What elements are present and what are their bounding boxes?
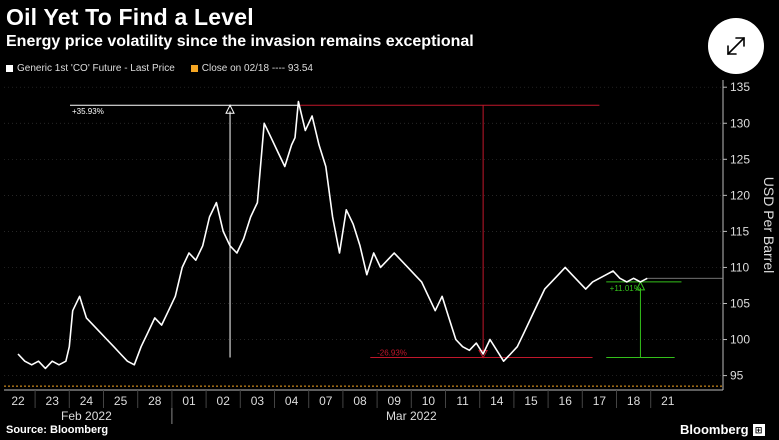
x-tick-label: 23 xyxy=(46,394,60,408)
x-tick-label: 02 xyxy=(217,394,231,408)
x-tick-label: 01 xyxy=(182,394,196,408)
x-tick-label: 22 xyxy=(11,394,25,408)
x-tick-label: 10 xyxy=(422,394,436,408)
y-tick-label: 120 xyxy=(730,188,750,202)
brand-name: Bloomberg xyxy=(680,422,749,437)
y-tick-label: 115 xyxy=(730,224,749,238)
x-tick-label: 24 xyxy=(80,394,94,408)
annotation-green-arrow-head xyxy=(635,280,646,291)
x-tick-label: 11 xyxy=(456,394,469,408)
source-note: Source: Bloomberg xyxy=(6,424,109,436)
y-tick-label: 135 xyxy=(730,80,750,94)
annotation-green-label: +11.01% xyxy=(610,284,641,293)
y-tick-label: 125 xyxy=(730,152,750,166)
y-axis-label: USD Per Barrel xyxy=(761,177,777,273)
x-tick-label: 03 xyxy=(251,394,265,408)
legend-series-label: Generic 1st 'CO' Future - Last Price xyxy=(17,63,175,74)
chart-subtitle: Energy price volatility since the invasi… xyxy=(6,33,474,50)
brand-icon: ⊞ xyxy=(752,423,765,436)
legend-swatch-price xyxy=(6,65,13,72)
legend-swatch-reference xyxy=(190,65,198,72)
y-tick-label: 100 xyxy=(730,333,750,347)
x-tick-label: 21 xyxy=(661,394,675,408)
expand-button[interactable] xyxy=(708,18,764,74)
expand-icon xyxy=(727,37,745,55)
x-tick-label: 18 xyxy=(627,394,641,408)
x-tick-label: 15 xyxy=(524,394,538,408)
x-tick-label: 17 xyxy=(593,394,607,408)
annotation-up-label: +35.93% xyxy=(72,107,104,116)
x-tick-label: 07 xyxy=(319,394,333,408)
x-tick-label: 28 xyxy=(148,394,162,408)
annotation-down-arrow-head xyxy=(478,350,488,359)
y-tick-label: 95 xyxy=(730,369,744,383)
x-month-label: Feb 2022 xyxy=(61,409,112,423)
chart-title: Oil Yet To Find a Level xyxy=(6,4,254,30)
x-tick-label: 25 xyxy=(114,394,128,408)
y-tick-label: 105 xyxy=(730,296,750,310)
annotation-down-label: -26.93% xyxy=(377,349,407,358)
x-tick-label: 04 xyxy=(285,394,299,408)
x-tick-label: 09 xyxy=(388,394,402,408)
legend-reference-label: Close on 02/18 ---- 93.54 xyxy=(201,63,313,74)
brand-logo: Bloomberg ⊞ xyxy=(680,422,765,437)
x-tick-label: 08 xyxy=(353,394,367,408)
legend: Generic 1st 'CO' Future - Last Price Clo… xyxy=(6,63,313,74)
x-tick-label: 16 xyxy=(559,394,573,408)
y-tick-label: 110 xyxy=(730,260,749,274)
annotation-up-arrow-head xyxy=(225,104,235,114)
price-series-line xyxy=(17,100,648,370)
x-month-label: Mar 2022 xyxy=(386,409,437,423)
y-tick-label: 130 xyxy=(730,116,750,130)
x-tick-label: 14 xyxy=(490,394,504,408)
